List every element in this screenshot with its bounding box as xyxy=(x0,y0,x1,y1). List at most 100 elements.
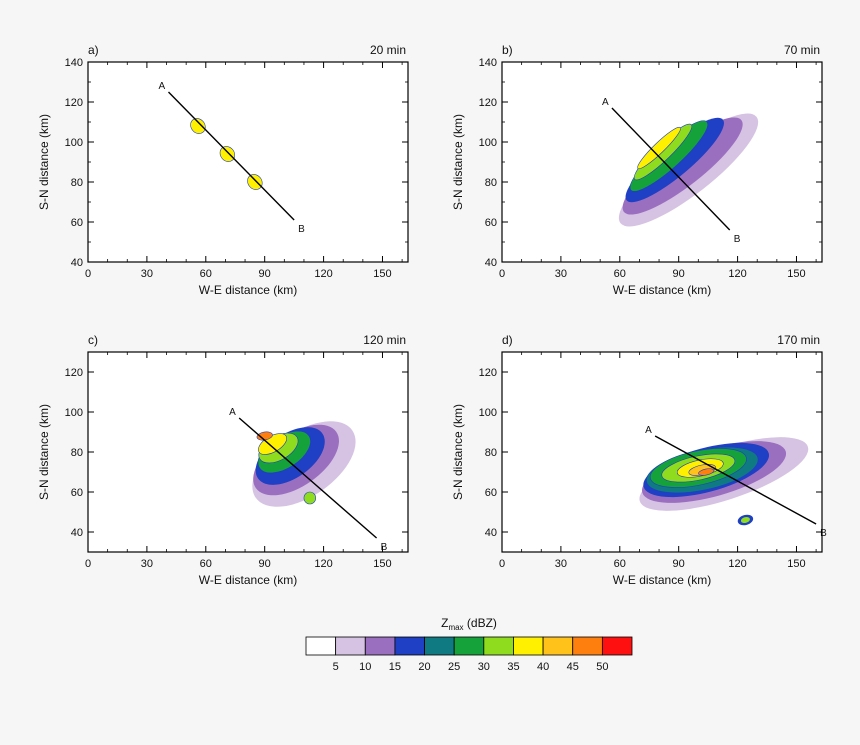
colorbar-bin xyxy=(453,636,485,656)
y-tick-label: 60 xyxy=(71,487,83,499)
panel-3: A B 0 30 60 90 120 150 40 60 80 100 120 W-E distance … xyxy=(451,333,827,587)
colorbar-level-label: 15 xyxy=(389,661,401,673)
colorbar-bin xyxy=(601,636,633,656)
y-axis-label: S-N distance (km) xyxy=(451,114,465,210)
colorbar-level-label: 30 xyxy=(478,661,490,673)
y-tick-label: 40 xyxy=(71,527,83,539)
colorbar-bin xyxy=(542,636,574,656)
colorbar-level-label: 25 xyxy=(448,661,460,673)
x-tick-label: 90 xyxy=(259,558,271,570)
x-tick-label: 0 xyxy=(499,268,505,280)
colorbar-level-label: 5 xyxy=(333,661,339,673)
x-tick-label: 60 xyxy=(200,268,212,280)
colorbar-level-label: 35 xyxy=(507,661,519,673)
panel-id-label: a) xyxy=(88,43,99,57)
y-tick-label: 100 xyxy=(65,137,83,149)
cross-section-label-b: B xyxy=(298,224,305,235)
y-tick-label: 100 xyxy=(479,407,497,419)
x-tick-label: 30 xyxy=(141,268,153,280)
y-tick-label: 80 xyxy=(485,447,497,459)
y-tick-label: 100 xyxy=(65,407,83,419)
y-tick-label: 120 xyxy=(65,97,83,109)
x-tick-label: 150 xyxy=(373,558,391,570)
y-tick-label: 40 xyxy=(485,257,497,269)
panel-time-label: 120 min xyxy=(363,333,406,347)
x-tick-label: 30 xyxy=(141,558,153,570)
y-tick-label: 60 xyxy=(485,487,497,499)
y-tick-label: 40 xyxy=(71,257,83,269)
x-tick-label: 0 xyxy=(85,558,91,570)
x-axis-label: W-E distance (km) xyxy=(613,283,711,297)
reflectivity-cell xyxy=(247,174,263,190)
y-axis-label: S-N distance (km) xyxy=(451,404,465,500)
colorbar-bin xyxy=(394,636,425,656)
x-tick-label: 120 xyxy=(728,558,746,570)
panel-id-label: c) xyxy=(88,333,98,347)
x-tick-label: 120 xyxy=(314,268,332,280)
panel-time-label: 20 min xyxy=(370,43,406,57)
plot-area xyxy=(88,62,408,262)
colorbar-bin xyxy=(305,636,337,656)
colorbar-title: Zmax (dBZ) xyxy=(441,616,497,632)
x-tick-label: 150 xyxy=(373,268,391,280)
panel-1: A B 0 30 60 90 120 150 40 60 80 100 120 140 W-E distan… xyxy=(451,43,823,297)
x-tick-label: 60 xyxy=(200,558,212,570)
cross-section-label-b: B xyxy=(734,234,741,245)
cross-section-label-a: A xyxy=(158,81,165,92)
x-tick-label: 0 xyxy=(85,268,91,280)
colorbar-level-label: 45 xyxy=(567,661,579,673)
y-tick-label: 140 xyxy=(65,57,83,69)
reflectivity-field xyxy=(252,421,356,507)
y-tick-label: 60 xyxy=(71,217,83,229)
x-tick-label: 150 xyxy=(787,558,805,570)
colorbar-bin xyxy=(364,636,396,656)
cross-section-line xyxy=(611,107,731,231)
x-tick-label: 0 xyxy=(499,558,505,570)
x-tick-label: 90 xyxy=(673,558,685,570)
y-tick-label: 60 xyxy=(485,217,497,229)
cross-section-line xyxy=(238,417,378,539)
reflectivity-cell xyxy=(190,118,206,134)
colorbar-level-label: 50 xyxy=(596,661,608,673)
reflectivity-cell xyxy=(219,146,236,162)
y-tick-label: 120 xyxy=(479,97,497,109)
x-tick-label: 90 xyxy=(259,268,271,280)
x-tick-label: 150 xyxy=(787,268,805,280)
cross-section-label-b: B xyxy=(820,528,827,539)
y-axis-label: S-N distance (km) xyxy=(37,114,51,210)
y-tick-label: 80 xyxy=(485,177,497,189)
reflectivity-cell xyxy=(256,431,273,441)
y-tick-label: 80 xyxy=(71,447,83,459)
y-tick-label: 120 xyxy=(65,367,83,379)
x-tick-label: 120 xyxy=(314,558,332,570)
reflectivity-cell xyxy=(303,491,317,505)
panel-0: A B 0 30 60 90 120 150 40 60 80 100 120 140 W-E distan… xyxy=(37,43,409,297)
x-axis-label: W-E distance (km) xyxy=(199,283,297,297)
x-tick-label: 90 xyxy=(673,268,685,280)
reflectivity-cell xyxy=(698,468,715,476)
cross-section-line xyxy=(167,91,295,221)
cross-section-label-a: A xyxy=(602,97,609,108)
plot-area xyxy=(88,352,408,552)
panel-id-label: b) xyxy=(502,43,513,57)
colorbar-bin xyxy=(335,636,366,656)
x-tick-label: 60 xyxy=(614,558,626,570)
reflectivity-cell xyxy=(740,516,751,524)
y-tick-label: 120 xyxy=(479,367,497,379)
y-axis-label: S-N distance (km) xyxy=(37,404,51,500)
panel-2: A B 0 30 60 90 120 150 40 60 80 100 120 W-E distance … xyxy=(37,333,409,587)
colorbar: 5 10 15 20 25 30 35 40 45 50 Zmax (dBZ) xyxy=(305,616,633,673)
reflectivity-field xyxy=(618,113,759,227)
x-tick-label: 30 xyxy=(555,558,567,570)
panel-id-label: d) xyxy=(502,333,513,347)
x-tick-label: 60 xyxy=(614,268,626,280)
reflectivity-field xyxy=(190,118,263,190)
colorbar-bin xyxy=(483,636,514,656)
x-axis-label: W-E distance (km) xyxy=(199,573,297,587)
cross-section-line xyxy=(654,435,817,525)
colorbar-bin xyxy=(513,636,544,656)
reflectivity-cell xyxy=(637,126,681,170)
colorbar-bin xyxy=(424,636,455,656)
panels-group: A B 0 30 60 90 120 150 40 60 80 100 120 140 W-E distan… xyxy=(37,43,827,587)
